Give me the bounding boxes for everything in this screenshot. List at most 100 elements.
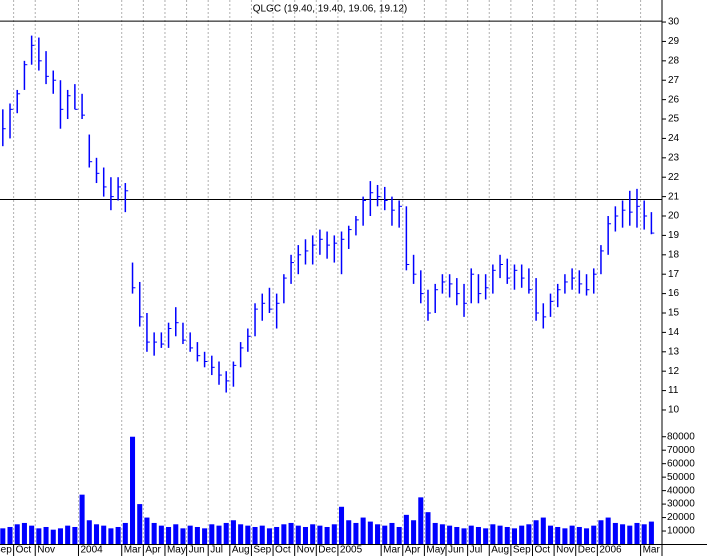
volume-bar: [79, 494, 85, 545]
volume-bar: [137, 504, 143, 545]
y-tick-label: 24: [668, 133, 680, 144]
volume-bar: [252, 526, 258, 545]
y-tick-label: 14: [668, 327, 680, 338]
x-tick-label: Sep: [513, 545, 531, 556]
volume-bar: [555, 526, 561, 545]
volume-bar: [425, 512, 431, 545]
volume-bar: [202, 528, 208, 545]
volume-bar: [281, 524, 287, 545]
volume-bar: [216, 525, 222, 545]
volume-bar: [526, 524, 532, 545]
volume-bar: [418, 497, 424, 545]
volume-bar: [360, 517, 366, 545]
y-tick-label: 20: [668, 211, 680, 222]
volume-bar: [43, 526, 49, 545]
x-tick-label: Sep: [253, 545, 271, 556]
y-tick-label: 17: [668, 269, 680, 280]
volume-bar: [14, 524, 20, 545]
y-tick-label: 18: [668, 249, 680, 260]
volume-bar: [591, 525, 597, 545]
volume-bar: [576, 526, 582, 545]
y-tick-label: 23: [668, 152, 680, 163]
volume-bar: [86, 520, 92, 545]
volume-bar: [317, 525, 323, 545]
volume-bar: [396, 526, 402, 545]
x-tick-label: Dec: [318, 545, 336, 556]
volume-tick-label: 70000: [667, 445, 695, 456]
volume-bar: [346, 520, 352, 545]
volume-bar: [504, 526, 510, 545]
volume-bar: [620, 524, 626, 545]
volume-tick-label: 30000: [667, 499, 695, 510]
volume-bar: [490, 524, 496, 545]
volume-bar: [230, 520, 236, 545]
y-tick-label: 21: [668, 191, 680, 202]
volume-bar: [29, 525, 35, 545]
volume-bar: [245, 525, 251, 545]
volume-bar: [389, 522, 395, 545]
x-tick-label: Sep: [0, 545, 12, 556]
volume-bar: [598, 520, 604, 545]
y-tick-label: 10: [668, 405, 680, 416]
x-tick-label: 2004: [80, 545, 103, 556]
y-tick-label: 25: [668, 114, 680, 125]
volume-tick-label: 10000: [667, 526, 695, 537]
volume-bar: [353, 522, 359, 545]
volume-bar: [375, 524, 381, 545]
volume-bar: [533, 520, 539, 545]
volume-bar: [115, 526, 121, 545]
volume-bar: [7, 526, 13, 545]
x-tick-label: May: [426, 545, 445, 556]
x-tick-label: Nov: [37, 545, 55, 556]
volume-bar: [648, 521, 654, 545]
volume-bar: [468, 525, 474, 545]
volume-bar: [331, 524, 337, 545]
volume-bar: [144, 517, 150, 545]
volume-bar: [447, 525, 453, 545]
volume-bar: [497, 525, 503, 545]
x-tick-label: Mar: [124, 545, 142, 556]
volume-bar: [57, 528, 63, 545]
volume-bar: [180, 528, 186, 545]
volume-bar: [475, 526, 481, 545]
volume-bar: [209, 524, 215, 545]
y-tick-label: 12: [668, 366, 680, 377]
x-tick-label: Nov: [297, 545, 315, 556]
volume-bar: [72, 526, 78, 545]
volume-bar: [21, 522, 27, 545]
volume-bar: [461, 528, 467, 545]
volume-bar: [266, 528, 272, 545]
x-tick-label: Apr: [405, 545, 421, 556]
volume-bar: [151, 522, 157, 545]
volume-bar: [302, 526, 309, 545]
x-tick-label: Nov: [556, 545, 574, 556]
chart-title: QLGC (19.40, 19.40, 19.06, 19.12): [253, 4, 408, 15]
x-tick-label: Aug: [232, 545, 250, 556]
volume-bar: [338, 506, 345, 545]
y-tick-label: 30: [668, 17, 680, 28]
volume-bar: [584, 528, 590, 545]
volume-bar: [101, 525, 107, 545]
plot-area: SepOctNov2004MarAprMayJunJulAugSepOctNov…: [0, 0, 662, 556]
volume-bar: [403, 514, 409, 545]
x-tick-label: Jul: [210, 545, 223, 556]
volume-bar: [65, 525, 71, 545]
volume-bar: [187, 525, 193, 545]
volume-bar: [519, 525, 525, 545]
y-tick-label: 13: [668, 346, 680, 357]
volume-bar: [130, 436, 136, 545]
x-tick-label: Jul: [470, 545, 483, 556]
volume-bar: [238, 524, 244, 545]
volume-bar: [411, 520, 417, 545]
volume-bar: [454, 526, 460, 545]
y-tick-label: 29: [668, 36, 680, 47]
x-tick-label: Aug: [491, 545, 509, 556]
y-tick-label: 22: [668, 172, 680, 183]
volume-tick-label: 50000: [667, 472, 695, 483]
volume-tick-label: 80000: [667, 431, 695, 442]
y-tick-label: 28: [668, 55, 680, 66]
volume-bar: [158, 525, 164, 545]
y-tick-label: 11: [668, 385, 679, 396]
